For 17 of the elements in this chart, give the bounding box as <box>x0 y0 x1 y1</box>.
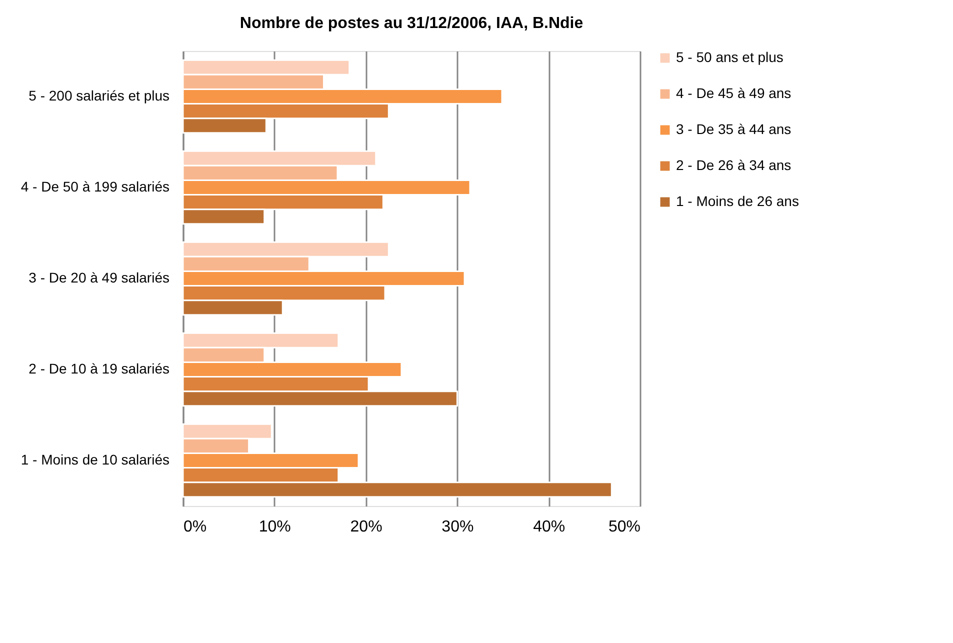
x-tick-label: 0% <box>184 518 207 536</box>
legend-label: 1 - Moins de 26 ans <box>676 193 799 209</box>
y-tick-label: 3 - De 20 à 49 salariés <box>28 270 170 286</box>
legend-label: 5 - 50 ans et plus <box>676 49 784 65</box>
x-tick-label: 40% <box>533 518 566 536</box>
chart-title: Nombre de postes au 31/12/2006, IAA, B.Ndie <box>240 15 584 32</box>
x-tick-label: 30% <box>442 518 474 536</box>
x-tick-label: 10% <box>258 518 291 536</box>
y-tick-label: 2 - De 10 à 19 salariés <box>28 360 170 376</box>
legend-label: 2 - De 26 à 34 ans <box>676 157 792 173</box>
y-tick-label: 4 - De 50 à 199 salariés <box>20 178 170 194</box>
y-tick-label: 1 - Moins de 10 salariés <box>20 452 170 468</box>
x-tick-label: 20% <box>350 518 382 536</box>
y-tick-label: 5 - 200 salariés et plus <box>28 88 170 104</box>
x-tick-label: 50% <box>608 518 640 536</box>
legend-label: 3 - De 35 à 44 ans <box>676 121 792 137</box>
legend-label: 4 - De 45 à 49 ans <box>676 85 792 101</box>
